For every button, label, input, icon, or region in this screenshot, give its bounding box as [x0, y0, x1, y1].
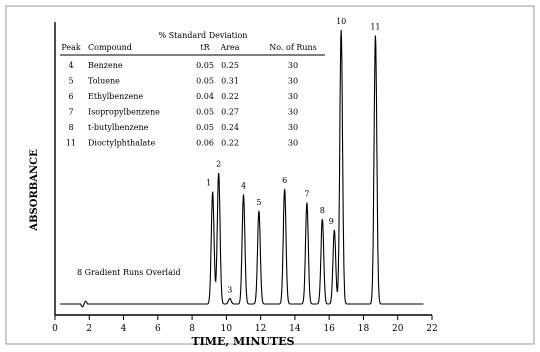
table-cell: 0.22 [221, 92, 239, 101]
table-cell: 7 [68, 108, 73, 117]
table-cell: 11 [66, 139, 76, 148]
table-header-cell: Peak [61, 43, 81, 52]
x-tick-label: 18 [358, 324, 370, 334]
table-row: 4 Benzene 0.05 0.25 30 [68, 61, 298, 70]
table-cell: Dioctylphthalate [88, 139, 156, 148]
table-row: 6 Ethylbenzene 0.04 0.22 30 [68, 92, 298, 101]
table-cell: Ethylbenzene [88, 92, 143, 101]
table-cell: 0.06 [196, 139, 214, 148]
peak-label-7: 7 [304, 190, 309, 199]
peak-label-5: 5 [256, 198, 261, 207]
chromatogram-trace [60, 29, 424, 308]
table-cell: 0.05 [196, 108, 214, 117]
peak-label-6: 6 [282, 176, 287, 185]
table-body: 4 Benzene 0.05 0.25 30 5 Toluene 0.05 0.31 30 6 Eth… [66, 61, 298, 148]
statistics-table: % Standard Deviation Peak Compound tR Area N… [60, 31, 325, 148]
peak-label-10: 10 [336, 17, 346, 26]
table-cell: 0.27 [221, 108, 239, 117]
table-header-cell: No. of Runs [269, 43, 317, 52]
x-tick-label: 16 [323, 324, 335, 334]
x-axis-label: TIME, MINUTES [191, 335, 294, 348]
table-cell: 0.04 [196, 92, 214, 101]
table-group-header: % Standard Deviation [159, 31, 248, 40]
peak-label-4: 4 [241, 181, 246, 190]
x-tick-label: 2 [86, 324, 92, 334]
table-cell: 0.05 [196, 77, 214, 86]
table-row: 7 Isopropylbenzene 0.05 0.27 30 [68, 108, 298, 117]
table-cell: 30 [288, 123, 298, 132]
x-tick-label: 14 [289, 324, 301, 334]
table-row: 5 Toluene 0.05 0.31 30 [68, 77, 298, 86]
table-cell: 0.05 [196, 61, 214, 70]
peak-label-8: 8 [320, 206, 325, 215]
table-cell: 6 [68, 92, 73, 101]
x-tick-label: 4 [121, 324, 127, 334]
table-cell: Isopropylbenzene [88, 108, 160, 117]
table-cell: Toluene [88, 77, 120, 86]
table-cell: 0.24 [221, 123, 239, 132]
peak-label-9: 9 [329, 217, 334, 226]
x-axis-tick-labels: 0 2 4 6 8 10 12 14 16 18 20 22 [52, 324, 438, 334]
x-tick-label: 22 [426, 324, 437, 334]
table-cell: 30 [288, 77, 298, 86]
table-cell: 4 [68, 61, 73, 70]
x-tick-label: 8 [189, 324, 195, 334]
table-cell: 0.05 [196, 123, 214, 132]
table-header-row: Peak Compound tR Area No. of Runs [61, 43, 316, 52]
table-cell: 30 [288, 92, 298, 101]
peak-label-2: 2 [216, 159, 221, 168]
table-cell: 0.31 [221, 77, 239, 86]
overlay-annotation: 8 Gradient Runs Overlaid [77, 268, 181, 277]
table-cell: Benzene [88, 61, 123, 70]
table-cell: 5 [68, 77, 73, 86]
table-cell: 30 [288, 61, 298, 70]
table-header-cell: Area [219, 43, 239, 52]
table-cell: 0.25 [221, 61, 239, 70]
peak-label-3: 3 [227, 286, 232, 295]
table-header-cell: tR [200, 43, 210, 52]
table-cell: 30 [288, 139, 298, 148]
table-cell: 8 [68, 123, 73, 132]
x-tick-label: 0 [52, 324, 58, 334]
x-axis-ticks [54, 315, 433, 320]
table-cell: t-butylbenzene [88, 123, 149, 132]
peak-labels: 1 2 3 4 5 6 7 89 10 11 [206, 17, 380, 295]
table-cell: 0.22 [221, 139, 239, 148]
table-row: 8 t-butylbenzene 0.05 0.24 30 [68, 123, 298, 132]
x-tick-label: 20 [392, 324, 404, 334]
y-axis-label: ABSORBANCE [29, 149, 40, 232]
x-tick-label: 6 [155, 324, 161, 334]
peak-label-1: 1 [206, 179, 211, 188]
figure-frame [5, 5, 535, 345]
x-tick-label: 10 [221, 324, 233, 334]
peak-label-11: 11 [370, 22, 380, 31]
table-header-cell: Compound [88, 43, 132, 52]
table-row: 11 Dioctylphthalate 0.06 0.22 30 [66, 139, 298, 148]
table-cell: 30 [288, 108, 298, 117]
x-tick-label: 12 [255, 324, 266, 334]
